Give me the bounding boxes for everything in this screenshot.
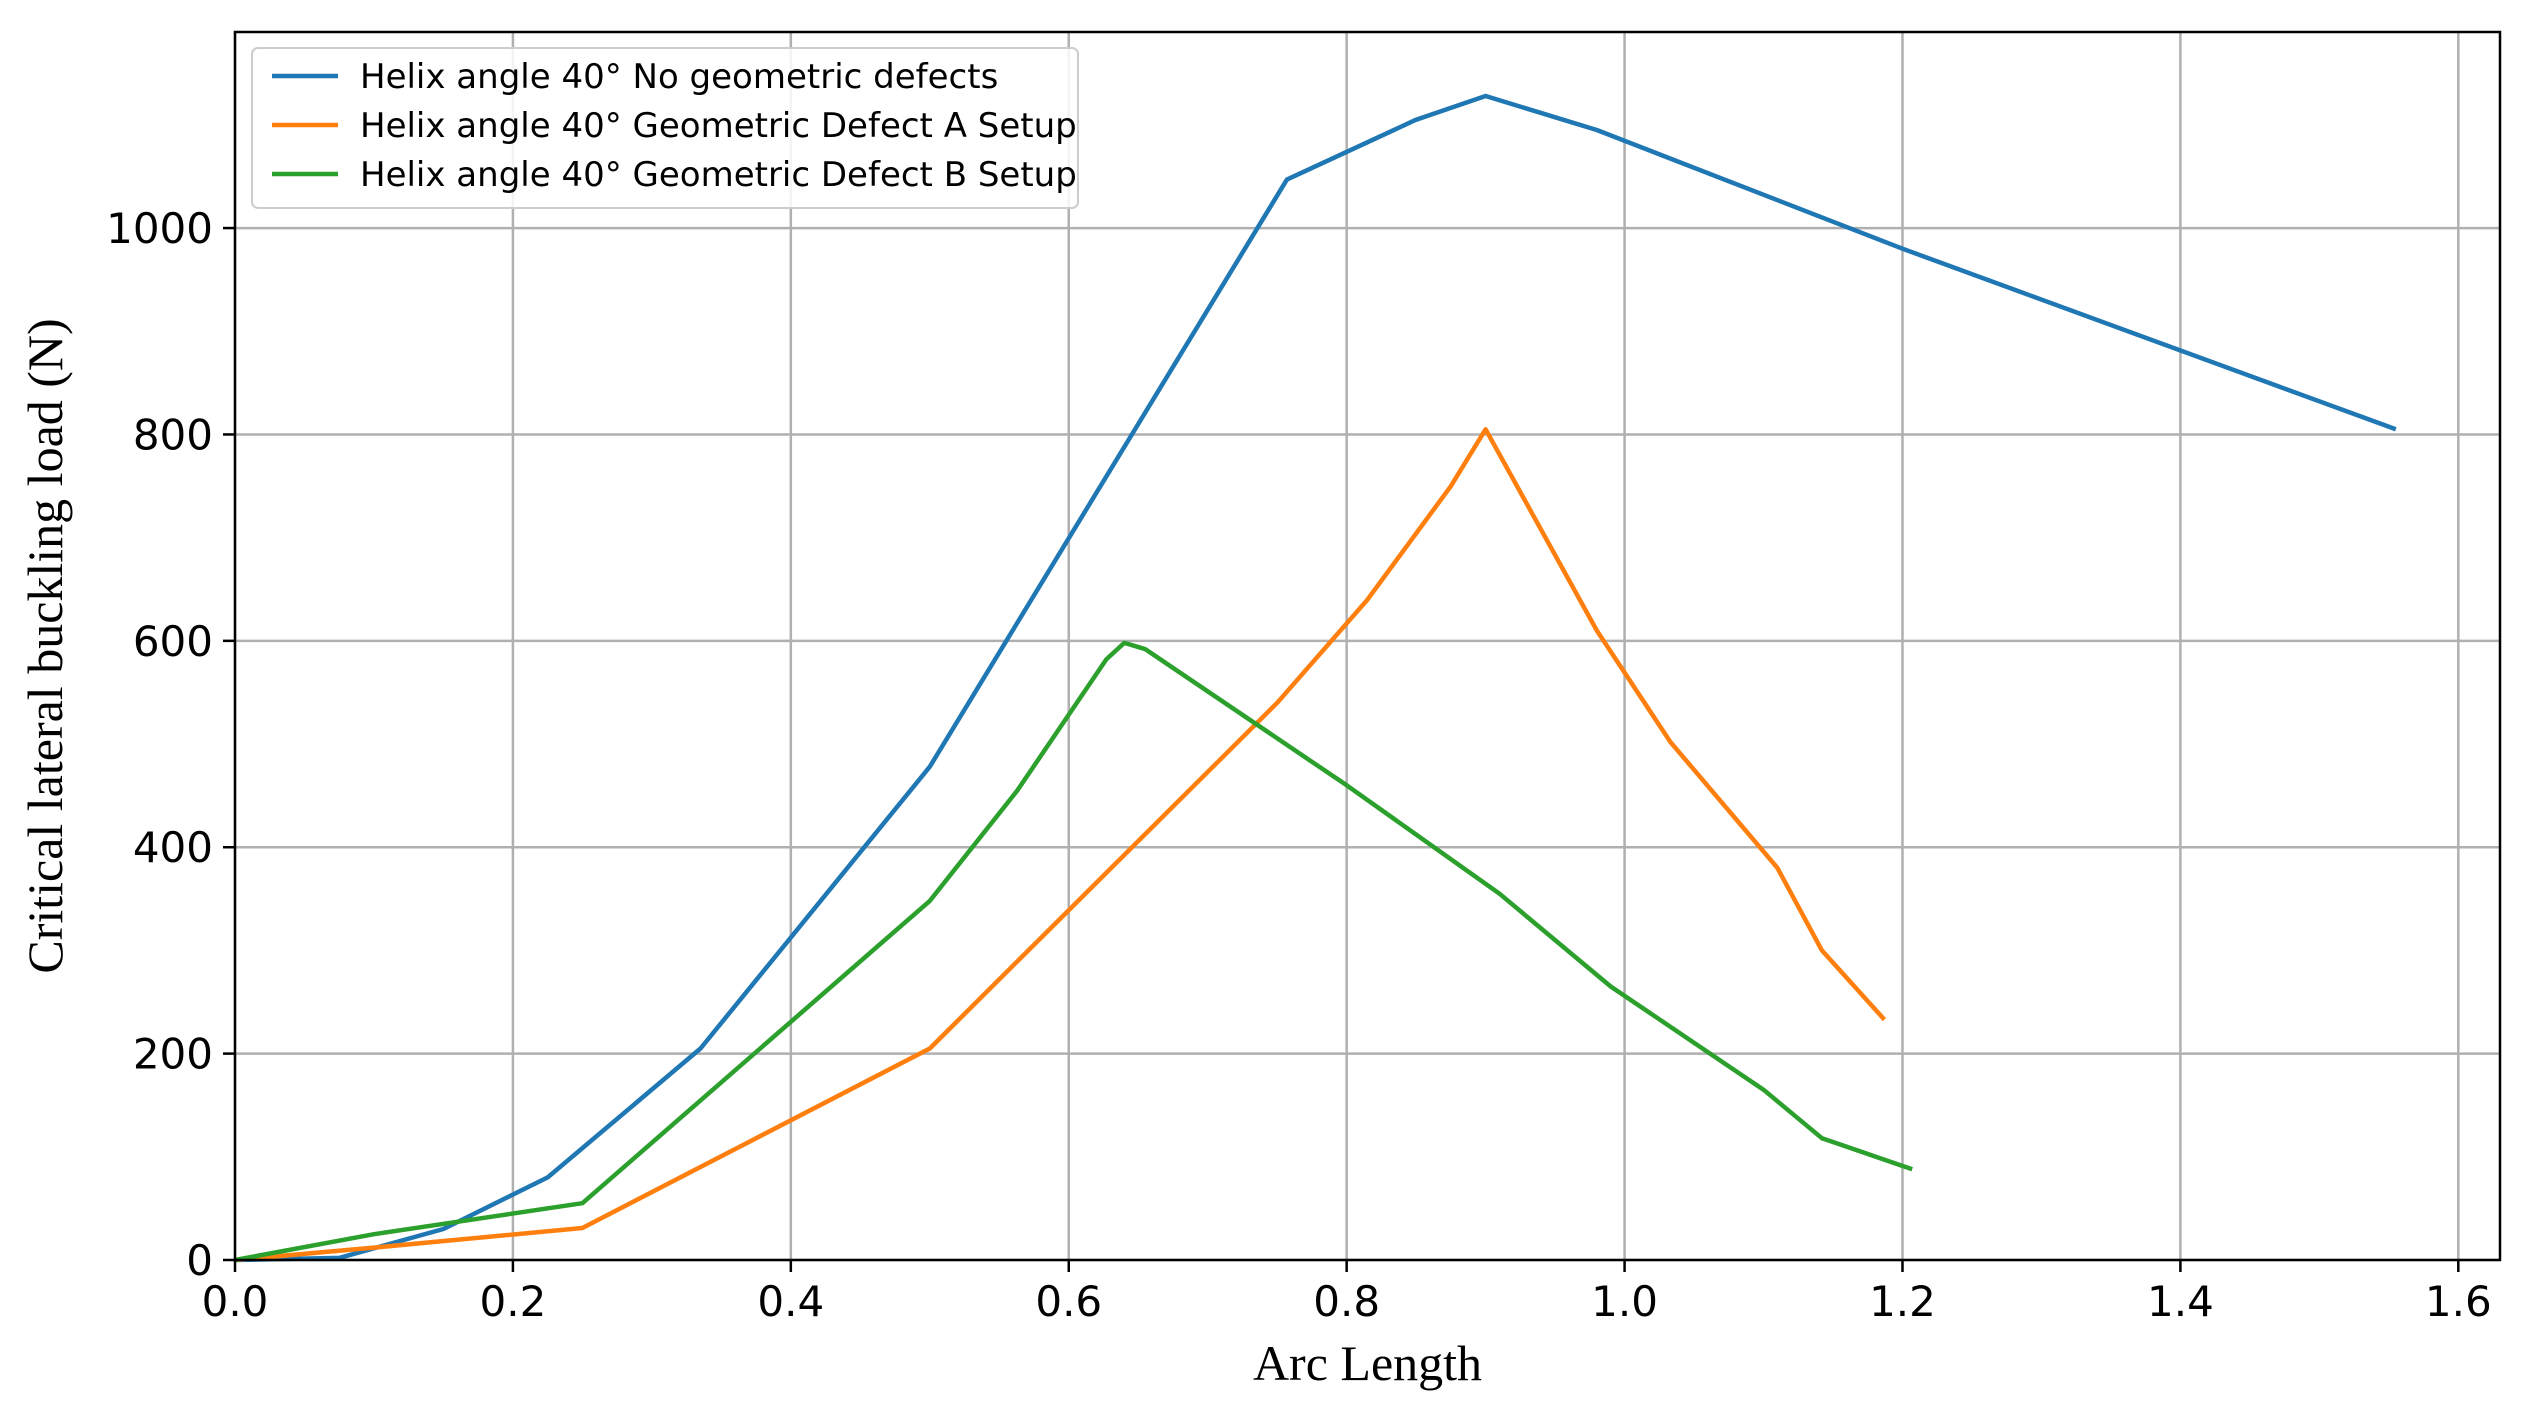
x-tick-label: 0.0 — [202, 1277, 269, 1326]
x-tick-label: 1.0 — [1591, 1277, 1658, 1326]
series-lines — [234, 93, 2397, 1263]
series-line-2 — [234, 427, 1887, 1263]
y-tick-label: 0 — [186, 1236, 213, 1285]
y-tick-label: 200 — [133, 1030, 213, 1079]
y-axis-title: Critical lateral buckling load (N) — [17, 318, 73, 973]
y-tick-label: 800 — [133, 410, 213, 459]
x-tick-label: 0.2 — [480, 1277, 547, 1326]
legend-label-3: Helix angle 40° Geometric Defect B Setup — [360, 155, 1077, 195]
x-tick-label: 1.4 — [2147, 1277, 2214, 1326]
x-axis-ticks: 0.0 0.2 0.4 0.6 0.8 1.0 1.2 1.4 1.6 — [202, 1260, 2492, 1326]
plot-frame — [233, 30, 2502, 1262]
x-tick-label: 0.4 — [757, 1277, 824, 1326]
y-axis-ticks: 0 200 400 600 800 1000 — [106, 204, 235, 1285]
y-tick-label: 400 — [133, 823, 213, 872]
y-tick-label: 1000 — [106, 204, 213, 253]
legend-label-1: Helix angle 40° No geometric defects — [360, 57, 998, 97]
x-tick-label: 1.2 — [1869, 1277, 1936, 1326]
series-line-1 — [234, 93, 2397, 1263]
x-axis-title: Arc Length — [1253, 1335, 1482, 1391]
legend: Helix angle 40° No geometric defects Heli… — [251, 47, 1079, 209]
y-tick-label: 600 — [133, 617, 213, 666]
legend-label-2: Helix angle 40° Geometric Defect A Setup — [360, 106, 1077, 146]
x-tick-label: 1.6 — [2425, 1277, 2492, 1326]
x-tick-label: 0.6 — [1035, 1277, 1102, 1326]
grid-lines — [233, 32, 2500, 1262]
legend-box — [251, 47, 1079, 209]
series-line-3 — [234, 640, 1913, 1263]
x-tick-label: 0.8 — [1313, 1277, 1380, 1326]
